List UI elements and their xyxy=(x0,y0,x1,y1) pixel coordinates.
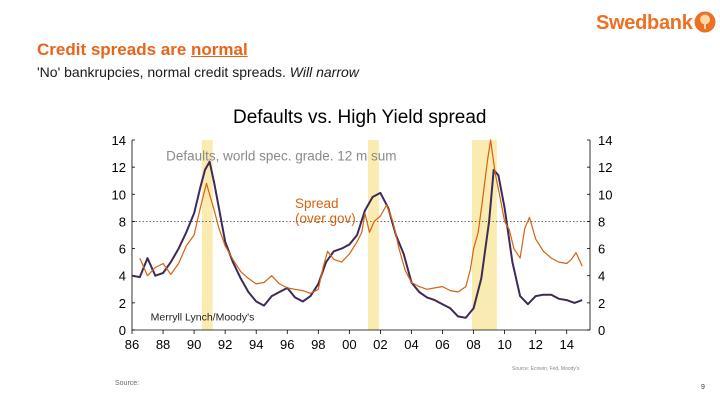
y-tick-label-right: 12 xyxy=(598,160,612,175)
chart-annotation: Merryll Lynch/Moody's xyxy=(151,312,255,324)
y-tick-label-right: 8 xyxy=(598,214,605,229)
x-tick-label: 08 xyxy=(466,337,480,352)
chart-source-note: Source: Ecowin, Fed, Moody's xyxy=(512,366,580,372)
x-tick-label: 02 xyxy=(373,337,387,352)
x-tick-label: 96 xyxy=(280,337,294,352)
slide-title: Credit spreads are normal xyxy=(37,40,248,60)
slide-subtitle-italic: Will narrow xyxy=(289,64,359,80)
spread-series-line xyxy=(139,139,583,294)
defaults-series-line xyxy=(131,160,583,319)
chart-annotation: (over gov) xyxy=(295,211,356,226)
x-tick-label: 10 xyxy=(497,337,511,352)
x-tick-label: 06 xyxy=(435,337,449,352)
slide-title-underlined: normal xyxy=(191,40,248,59)
y-tick-label-left: 4 xyxy=(119,269,126,284)
slide-subtitle: 'No' bankrupcies, normal credit spreads.… xyxy=(37,64,359,80)
brand-name: Swedbank xyxy=(596,12,693,34)
y-tick-label-left: 2 xyxy=(119,296,126,311)
y-tick-label-left: 0 xyxy=(119,323,126,338)
y-tick-label-right: 10 xyxy=(598,187,612,202)
x-tick-label: 12 xyxy=(528,337,542,352)
chart-title: Defaults vs. High Yield spread xyxy=(233,107,487,128)
slide-subtitle-main: 'No' bankrupcies, normal credit spreads. xyxy=(37,64,290,80)
x-tick-label: 00 xyxy=(342,337,356,352)
x-tick-label: 90 xyxy=(187,337,201,352)
source-label: Source: xyxy=(115,380,140,387)
y-tick-label-right: 4 xyxy=(598,269,605,284)
y-tick-label-right: 0 xyxy=(598,323,605,338)
chart-annotation: Defaults, world spec. grade. 12 m sum xyxy=(166,148,396,163)
recession-band xyxy=(367,140,379,330)
chart-annotation: Spread xyxy=(295,196,339,211)
y-tick-label-right: 2 xyxy=(598,296,605,311)
y-tick-label-left: 14 xyxy=(112,133,126,148)
x-tick-label: 14 xyxy=(559,337,573,352)
y-tick-label-right: 14 xyxy=(598,133,612,148)
y-tick-label-left: 6 xyxy=(119,242,126,257)
x-tick-label: 94 xyxy=(249,337,263,352)
oak-tree-icon xyxy=(694,11,716,33)
x-tick-label: 86 xyxy=(125,337,139,352)
recession-band xyxy=(201,140,213,330)
x-tick-label: 98 xyxy=(311,337,325,352)
y-tick-label-left: 8 xyxy=(119,214,126,229)
x-tick-label: 04 xyxy=(404,337,418,352)
slide-title-main: Credit spreads are xyxy=(37,40,192,59)
y-tick-label-left: 10 xyxy=(112,187,126,202)
x-tick-label: 92 xyxy=(218,337,232,352)
page-number: 9 xyxy=(701,384,705,391)
x-tick-label: 88 xyxy=(156,337,170,352)
swedbank-logo: Swedbank xyxy=(596,10,716,38)
y-tick-label-left: 12 xyxy=(112,160,126,175)
y-tick-label-right: 6 xyxy=(598,242,605,257)
